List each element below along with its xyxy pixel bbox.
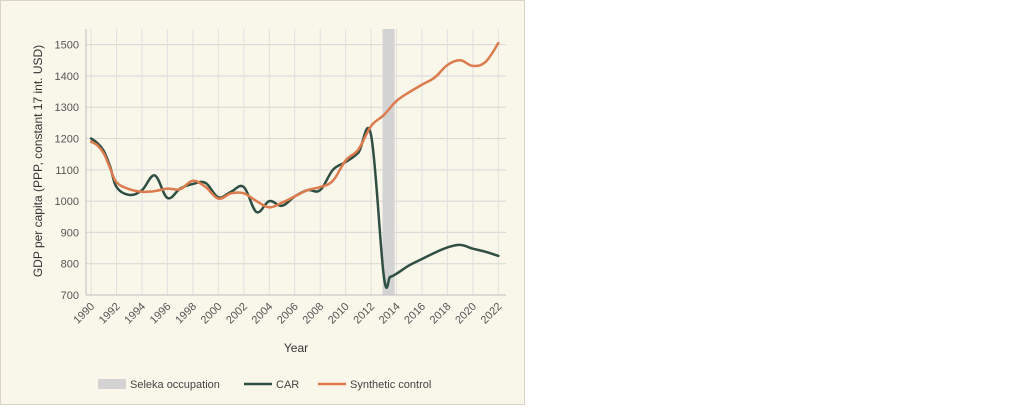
x-tick-label: 2016 [402,301,428,327]
x-tick-label: 1994 [122,301,148,327]
x-tick-label: 2014 [377,301,403,327]
x-tick-label: 2010 [326,301,352,327]
legend-swatch-rect [98,379,126,389]
x-tick-label: 2006 [275,301,301,327]
y-tick-label: 1000 [55,196,79,208]
y-axis-title: GDP per capita (PPP, constant 17 int. US… [31,45,45,277]
x-tick-label: 1990 [71,301,97,327]
y-tick-label: 900 [61,227,79,239]
x-tick-label: 2008 [301,301,327,327]
x-tick-label: 2022 [479,301,505,327]
y-tick-label: 700 [61,290,79,302]
y-tick-label: 1200 [55,134,79,146]
y-tick-label: 1300 [55,102,79,114]
x-tick-label: 2004 [250,301,276,327]
x-tick-label: 1996 [148,301,174,327]
seleka-occupation-band [382,29,395,295]
x-tick-label: 2002 [224,301,250,327]
x-tick-label: 2000 [199,301,225,327]
y-tick-labels: 700 800 900 1000 1100 1200 1300 1400 1500 [55,40,79,302]
gridlines [86,29,506,296]
y-tick-label: 1100 [55,165,79,177]
legend-label: Seleka occupation [130,379,220,391]
legend-item: CAR [244,379,299,391]
series-line-synthetic-control [89,41,500,209]
x-tick-label: 2018 [428,301,454,327]
shaded-region [382,29,395,295]
x-tick-label: 1992 [97,301,123,327]
x-tick-label: 2012 [351,301,377,327]
y-tick-label: 800 [61,259,79,271]
x-axis-title: Year [284,341,308,355]
axes [85,29,506,296]
legend-item: Seleka occupation [98,379,220,391]
y-tick-label: 1400 [55,71,79,83]
chart-container: 700 800 900 1000 1100 1200 1300 1400 1500 1990 19… [0,0,525,405]
legend: Seleka occupation CAR Synthetic control [98,379,431,391]
legend-label: CAR [276,379,299,391]
x-tick-label: 2020 [453,301,479,327]
x-tick-label: 1998 [173,301,199,327]
y-tick-label: 1500 [55,40,79,52]
legend-item: Synthetic control [318,379,431,391]
x-tick-labels: 1990 1992 1994 1996 1998 2000 2002 2004 2006 2008… [71,301,504,327]
series-lines [89,41,500,289]
legend-label: Synthetic control [350,379,431,391]
